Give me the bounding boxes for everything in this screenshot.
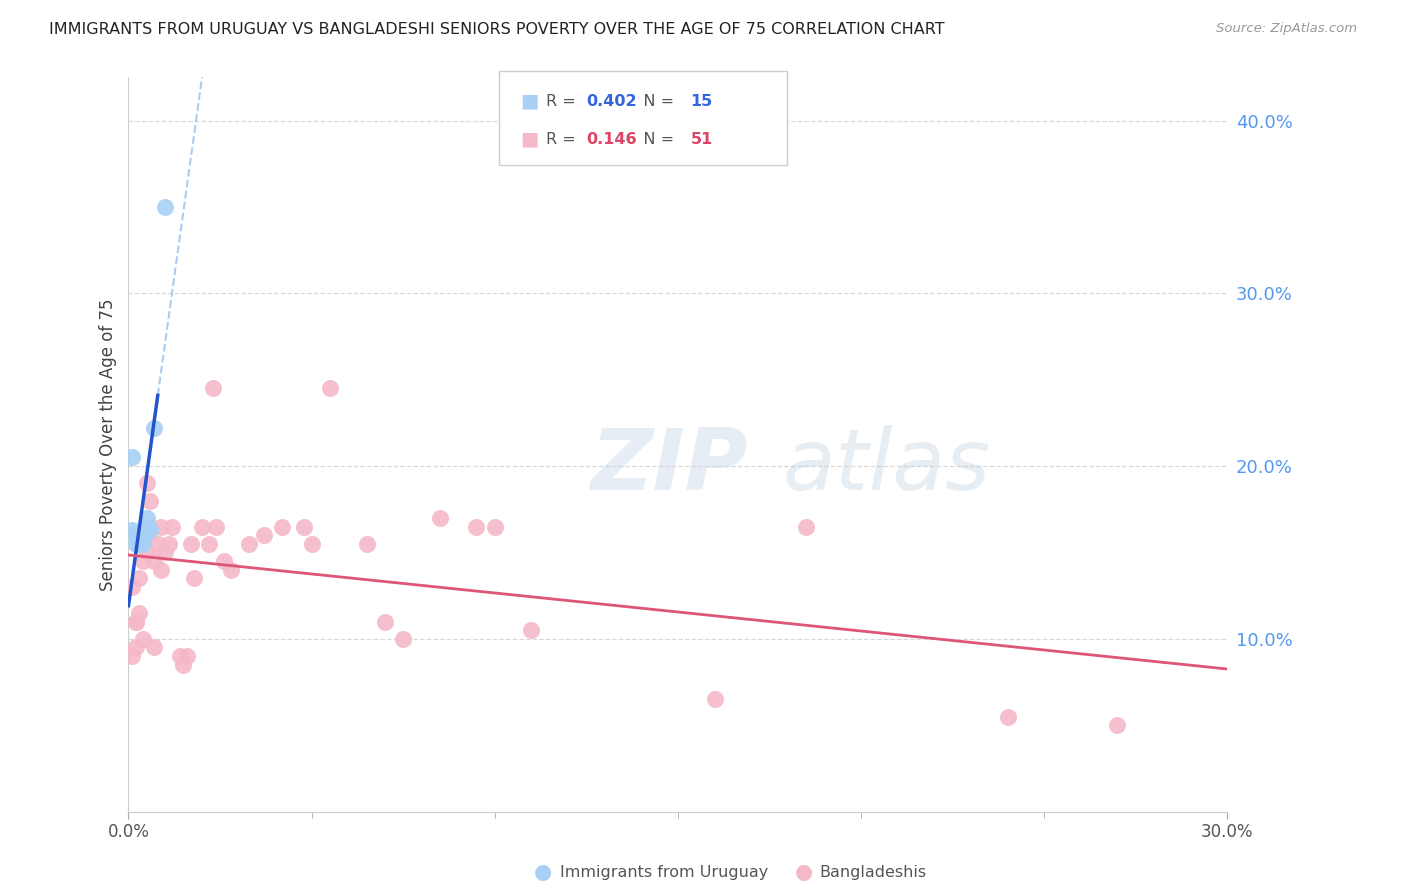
Point [121,648,143,663]
Point [1107,718,1129,732]
Point [125,537,148,551]
Point [128,606,150,620]
Text: 51: 51 [690,132,713,147]
Text: Immigrants from Uruguay: Immigrants from Uruguay [560,865,768,880]
Point [128,528,150,542]
Point [271,519,294,533]
Point [132,532,155,546]
Point [135,476,157,491]
Text: ■: ■ [520,130,538,149]
Y-axis label: Seniors Poverty Over the Age of 75: Seniors Poverty Over the Age of 75 [100,298,117,591]
Point [201,381,224,395]
Point [356,537,378,551]
Text: Source: ZipAtlas.com: Source: ZipAtlas.com [1216,22,1357,36]
Point [150,563,173,577]
Point [190,519,212,533]
Point [238,537,260,551]
Point [128,537,150,551]
Point [135,545,157,559]
Text: ●: ● [794,863,813,882]
Point [153,545,176,559]
Point [172,657,194,672]
Text: atlas: atlas [782,425,990,508]
Text: Bangladeshis: Bangladeshis [820,865,927,880]
Point [128,571,150,585]
Point [180,537,202,551]
Point [121,523,143,537]
Point [153,200,176,214]
Point [162,519,184,533]
Text: 0.402: 0.402 [586,94,637,109]
Point [183,571,205,585]
Point [150,519,173,533]
Text: ZIP: ZIP [591,425,748,508]
Text: N =: N = [628,132,679,147]
Point [139,493,162,508]
Point [465,519,488,533]
Point [703,692,725,706]
Point [253,528,276,542]
Point [132,528,155,542]
Point [319,381,342,395]
Point [143,640,166,655]
Point [520,623,543,637]
Point [128,528,150,542]
Point [292,519,315,533]
Point [392,632,415,646]
Point [139,519,162,533]
Point [139,523,162,537]
Text: ■: ■ [520,92,538,111]
Point [212,554,235,568]
Text: R =: R = [546,94,581,109]
Point [205,519,228,533]
Point [198,537,221,551]
Point [301,537,323,551]
Point [169,648,191,663]
Text: 15: 15 [690,94,713,109]
Point [997,709,1019,723]
Text: R =: R = [546,132,581,147]
Point [157,537,180,551]
Text: 0.146: 0.146 [586,132,637,147]
Point [429,511,451,525]
Text: ●: ● [534,863,553,882]
Point [219,563,242,577]
Point [143,554,166,568]
Point [125,528,148,542]
Point [132,537,155,551]
Point [146,537,169,551]
Point [128,537,150,551]
Point [132,632,155,646]
Point [125,615,148,629]
Point [125,615,148,629]
Point [125,640,148,655]
Point [132,554,155,568]
Point [484,519,506,533]
Point [176,648,198,663]
Point [135,519,157,533]
Point [143,421,166,435]
Point [135,528,157,542]
Point [794,519,817,533]
Point [135,511,157,525]
Point [374,615,396,629]
Point [121,580,143,594]
Point [121,450,143,465]
Text: IMMIGRANTS FROM URUGUAY VS BANGLADESHI SENIORS POVERTY OVER THE AGE OF 75 CORREL: IMMIGRANTS FROM URUGUAY VS BANGLADESHI S… [49,22,945,37]
Text: N =: N = [628,94,679,109]
